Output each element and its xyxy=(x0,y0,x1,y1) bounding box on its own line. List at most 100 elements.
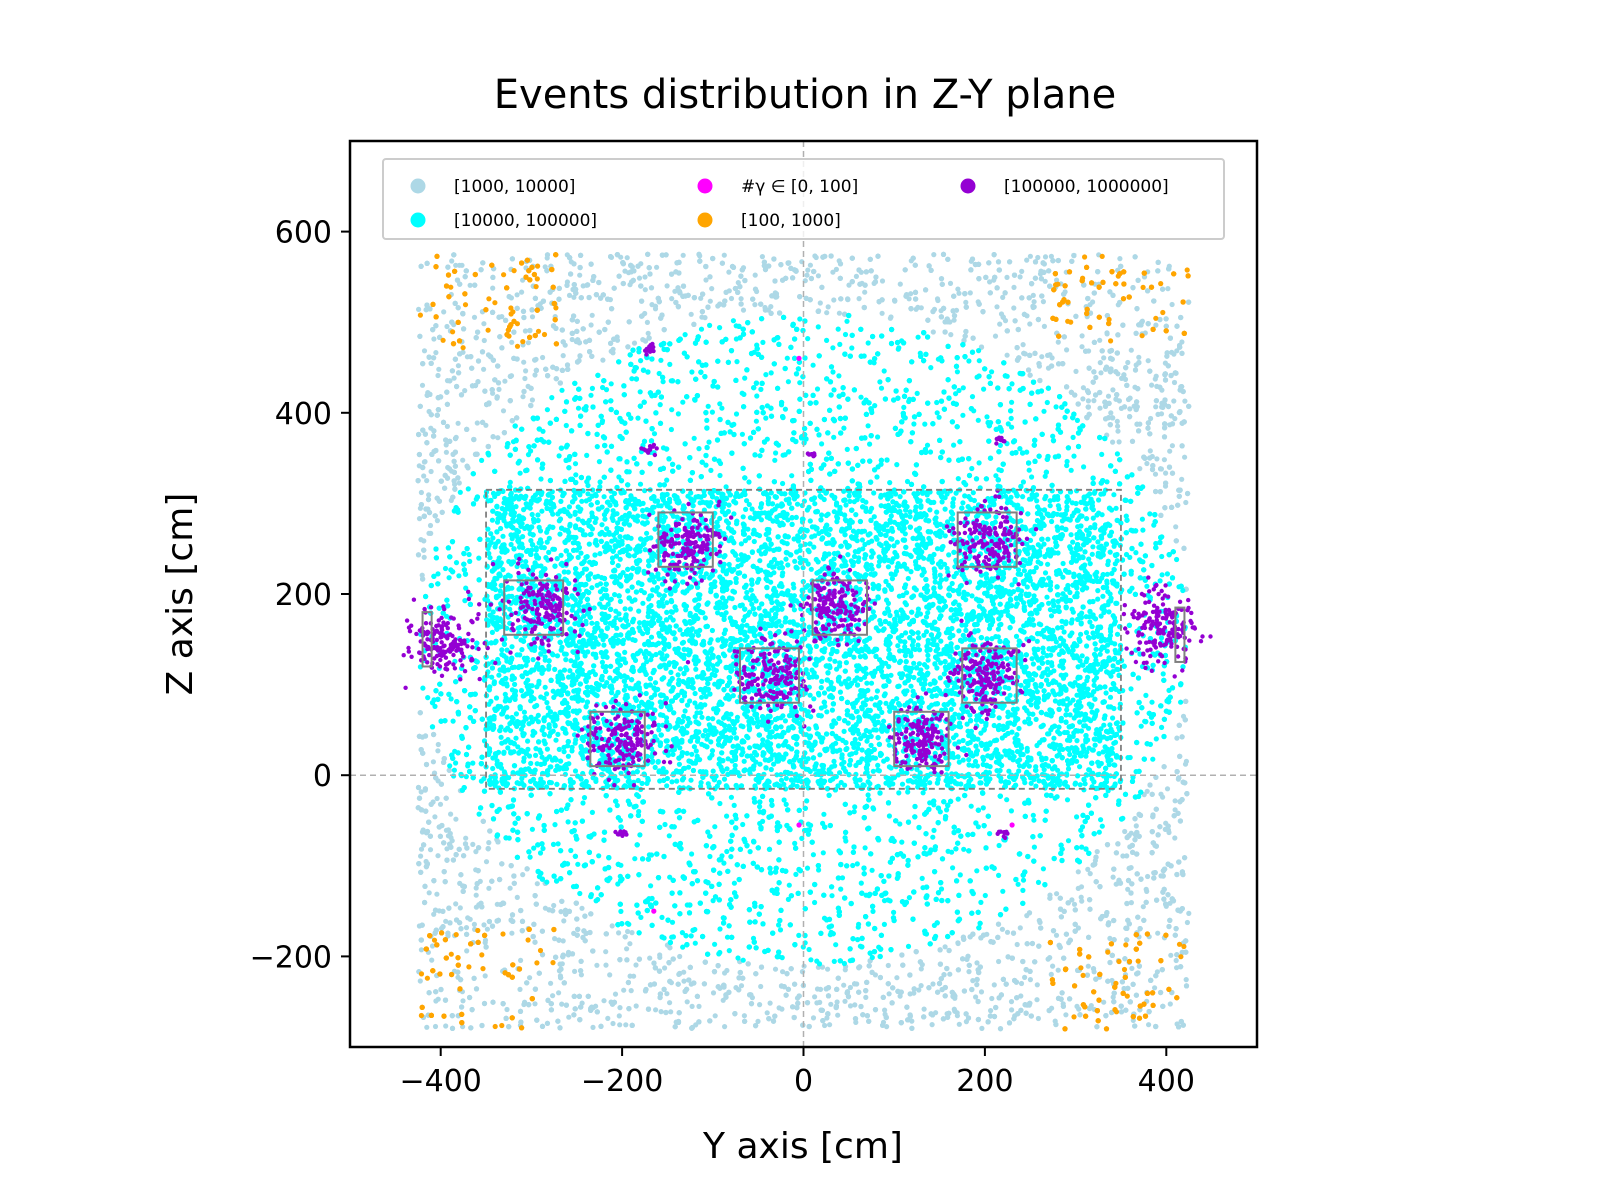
data-point xyxy=(1178,1018,1184,1025)
data-point xyxy=(465,915,471,921)
data-point xyxy=(452,463,458,469)
data-point xyxy=(449,258,455,264)
data-point xyxy=(458,392,465,398)
data-point xyxy=(1090,379,1096,385)
data-point xyxy=(1153,488,1159,495)
data-point xyxy=(436,458,442,464)
data-point xyxy=(497,876,503,883)
data-point xyxy=(697,258,703,264)
data-point xyxy=(715,963,721,969)
data-point xyxy=(1036,361,1042,367)
data-point xyxy=(432,814,438,820)
data-point xyxy=(563,1002,570,1008)
data-point xyxy=(1104,842,1111,848)
data-point xyxy=(875,253,881,259)
data-point xyxy=(507,373,513,379)
data-point xyxy=(1018,980,1025,987)
data-point xyxy=(424,862,430,868)
data-point xyxy=(1080,972,1086,979)
data-point xyxy=(610,350,616,356)
data-point xyxy=(1141,917,1147,923)
data-point xyxy=(1133,992,1139,998)
data-point xyxy=(424,440,430,446)
data-point xyxy=(942,984,948,991)
data-point xyxy=(537,947,544,954)
data-point xyxy=(1103,1013,1109,1019)
data-point xyxy=(1172,416,1178,422)
data-point xyxy=(1155,268,1161,274)
data-point xyxy=(767,1000,773,1006)
data-point xyxy=(447,841,453,847)
data-point xyxy=(1160,309,1166,316)
data-point xyxy=(892,297,898,303)
data-point xyxy=(453,932,459,938)
data-point xyxy=(1122,956,1128,962)
data-point xyxy=(680,252,686,258)
data-point xyxy=(1183,698,1189,705)
data-point xyxy=(497,334,503,340)
data-point xyxy=(441,869,447,875)
data-point xyxy=(691,980,697,986)
data-point xyxy=(529,314,536,320)
data-point xyxy=(444,857,450,863)
data-point xyxy=(594,962,600,968)
data-point xyxy=(553,954,559,960)
data-point xyxy=(1077,1012,1083,1018)
data-point xyxy=(454,277,461,283)
data-point xyxy=(1104,331,1110,337)
data-point xyxy=(1115,428,1121,434)
data-point xyxy=(1105,978,1111,984)
data-point xyxy=(485,443,491,450)
data-point xyxy=(1160,873,1166,879)
data-point xyxy=(1164,350,1170,356)
data-point xyxy=(1030,304,1036,311)
data-point xyxy=(451,252,457,258)
data-point xyxy=(533,284,539,290)
data-point xyxy=(588,322,594,328)
data-point xyxy=(449,319,455,325)
data-point xyxy=(1134,421,1140,427)
data-point xyxy=(639,298,645,304)
data-point xyxy=(952,993,958,999)
data-point xyxy=(836,310,843,316)
data-point xyxy=(1152,985,1158,991)
data-point xyxy=(663,1009,669,1016)
data-point xyxy=(707,1018,713,1024)
data-point xyxy=(1035,254,1041,261)
data-point xyxy=(1133,330,1139,336)
data-point xyxy=(437,801,444,807)
data-point xyxy=(1017,925,1023,931)
data-point xyxy=(566,1014,572,1020)
data-point xyxy=(550,364,556,370)
data-point xyxy=(431,428,437,434)
data-point xyxy=(1130,285,1136,291)
data-point xyxy=(1067,996,1073,1002)
data-point xyxy=(1048,971,1054,978)
data-point xyxy=(867,256,873,262)
data-point xyxy=(506,1024,512,1030)
data-point xyxy=(1099,253,1105,259)
data-point xyxy=(563,911,569,917)
data-point xyxy=(739,267,745,273)
data-point xyxy=(1134,399,1140,405)
data-point xyxy=(1085,295,1091,302)
data-point xyxy=(1125,359,1131,366)
data-point xyxy=(1172,798,1178,804)
data-point xyxy=(628,269,634,275)
data-point xyxy=(1126,865,1132,871)
data-point xyxy=(1110,292,1116,298)
data-point xyxy=(596,329,602,335)
data-point xyxy=(1169,504,1175,510)
data-point xyxy=(556,296,562,302)
data-point xyxy=(586,337,593,343)
data-point xyxy=(1169,421,1176,427)
data-point xyxy=(1134,306,1140,312)
data-point xyxy=(560,339,566,345)
data-point xyxy=(1124,382,1130,388)
data-point xyxy=(453,816,459,822)
data-point xyxy=(417,710,423,716)
data-point xyxy=(475,927,481,934)
data-point xyxy=(977,964,983,970)
data-point xyxy=(974,960,980,966)
data-point xyxy=(438,986,444,993)
